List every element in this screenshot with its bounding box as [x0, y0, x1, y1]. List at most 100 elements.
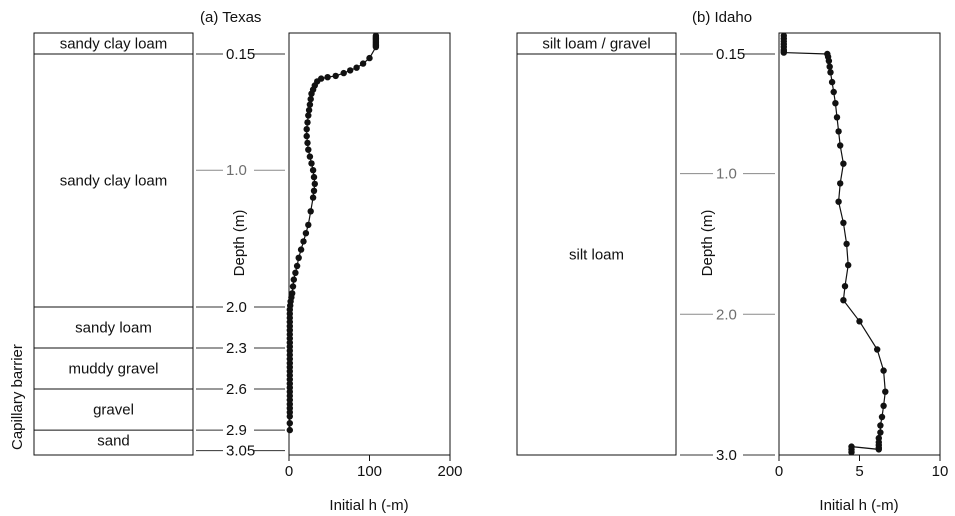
idaho-depth-ticks: 0.15 1.0 2.0 3.0	[680, 46, 775, 464]
texas-data-point	[300, 238, 307, 245]
texas-layer-label: sand	[97, 432, 130, 449]
texas-data-point	[308, 160, 315, 167]
idaho-data-point	[840, 219, 847, 226]
idaho-data-point	[830, 88, 837, 96]
texas-depth-tick-label: 2.9	[226, 422, 247, 439]
texas-title: (a) Texas	[200, 9, 261, 26]
texas-ylabel: Depth (m)	[231, 210, 248, 277]
idaho-panel: (b) Idaho silt loam / gravel silt loam 0.…	[516, 9, 949, 514]
idaho-data-point	[833, 114, 841, 121]
texas-data-point	[353, 64, 360, 71]
texas-data-point	[310, 187, 318, 194]
texas-data-point	[292, 269, 299, 276]
texas-series	[286, 32, 380, 434]
idaho-data-point	[880, 402, 887, 409]
texas-data-point	[306, 153, 314, 160]
idaho-data-point	[835, 128, 842, 135]
idaho-layer-label: silt loam	[569, 247, 624, 264]
idaho-data-point	[882, 388, 889, 395]
idaho-data-point	[840, 160, 847, 167]
idaho-data-point	[780, 49, 787, 56]
texas-depth-tick-label: 2.0	[226, 299, 247, 316]
idaho-depth-tick-label: 2.0	[716, 306, 737, 323]
idaho-data-point	[843, 240, 850, 248]
idaho-data-point	[825, 57, 833, 65]
texas-x-tick-label: 100	[357, 463, 382, 480]
texas-data-point	[307, 95, 314, 103]
texas-data-point	[290, 276, 297, 283]
idaho-data-point	[826, 63, 833, 70]
texas-data-point	[306, 101, 314, 108]
texas-depth-tick-label: 3.05	[226, 443, 255, 460]
texas-depth-tick-label: 2.3	[226, 340, 247, 357]
texas-data-point	[303, 132, 310, 140]
capillary-barrier-label: Capillary barrier	[9, 344, 26, 450]
texas-data-point	[286, 420, 293, 427]
texas-depth-tick-label: 1.0	[226, 162, 247, 179]
texas-layer-label: sandy loam	[75, 320, 152, 337]
idaho-data-point	[877, 422, 884, 429]
idaho-data-point	[837, 180, 844, 187]
texas-layer-label: sandy clay loam	[60, 36, 168, 53]
idaho-data-point	[856, 318, 863, 325]
texas-data-point	[308, 90, 315, 97]
texas-data-point	[366, 54, 373, 62]
texas-data-point	[304, 119, 311, 126]
idaho-data-point	[837, 142, 844, 149]
texas-data-point	[305, 106, 313, 114]
idaho-data-point	[832, 100, 839, 107]
idaho-data-point	[848, 449, 855, 456]
texas-data-point	[297, 246, 305, 253]
texas-x-tick-label: 200	[437, 463, 462, 480]
idaho-data-point	[835, 198, 842, 205]
idaho-layer-label: silt loam / gravel	[542, 36, 650, 53]
idaho-data-point	[841, 283, 849, 290]
texas-data-point	[309, 194, 317, 201]
idaho-x-tick-label: 5	[855, 463, 863, 480]
texas-data-point	[359, 60, 367, 67]
idaho-depth-tick-label: 3.0	[716, 447, 737, 464]
texas-x-ticks: 0 100 200	[285, 455, 463, 480]
texas-layer-column	[33, 32, 194, 456]
texas-layer-label: gravel	[93, 402, 134, 419]
idaho-data-point	[880, 367, 887, 374]
texas-depth-ticks: 0.15 1.0 2.0 2.3 2.6 2.9 3.05	[196, 46, 285, 460]
idaho-series-line	[783, 35, 886, 453]
idaho-data-point	[845, 261, 852, 269]
idaho-depth-tick-label: 0.15	[716, 46, 745, 63]
idaho-title: (b) Idaho	[692, 9, 752, 26]
texas-data-point	[347, 67, 354, 74]
texas-data-point	[289, 283, 297, 290]
idaho-x-ticks: 0 5 10	[775, 455, 949, 480]
idaho-data-point	[877, 429, 884, 436]
texas-layer-label: muddy gravel	[68, 361, 158, 378]
idaho-plot-frame	[778, 32, 941, 456]
texas-data-point	[340, 69, 347, 77]
idaho-layer-column	[516, 32, 677, 456]
texas-data-point	[307, 208, 314, 215]
idaho-x-tick-label: 10	[932, 463, 949, 480]
texas-data-point	[309, 167, 317, 174]
idaho-data-point	[875, 446, 882, 453]
texas-data-point	[324, 74, 331, 81]
texas-data-point	[303, 126, 310, 133]
texas-data-point	[372, 43, 380, 51]
idaho-data-point	[874, 346, 881, 353]
texas-data-point	[310, 173, 318, 181]
texas-data-point	[302, 230, 310, 237]
texas-data-point	[286, 413, 293, 420]
idaho-data-point	[828, 78, 836, 86]
idaho-data-point	[878, 413, 886, 421]
idaho-layers: silt loam / gravel silt loam	[517, 36, 676, 264]
texas-x-tick-label: 0	[285, 463, 293, 480]
texas-data-point	[286, 426, 293, 434]
texas-data-point	[332, 72, 339, 80]
idaho-series	[780, 32, 889, 456]
idaho-depth-tick-label: 1.0	[716, 166, 737, 183]
idaho-xlabel: Initial h (-m)	[819, 497, 898, 514]
idaho-data-point	[827, 69, 834, 76]
texas-data-point	[293, 262, 301, 270]
texas-layers: sandy clay loam sandy clay loam sandy loam…	[34, 36, 193, 449]
